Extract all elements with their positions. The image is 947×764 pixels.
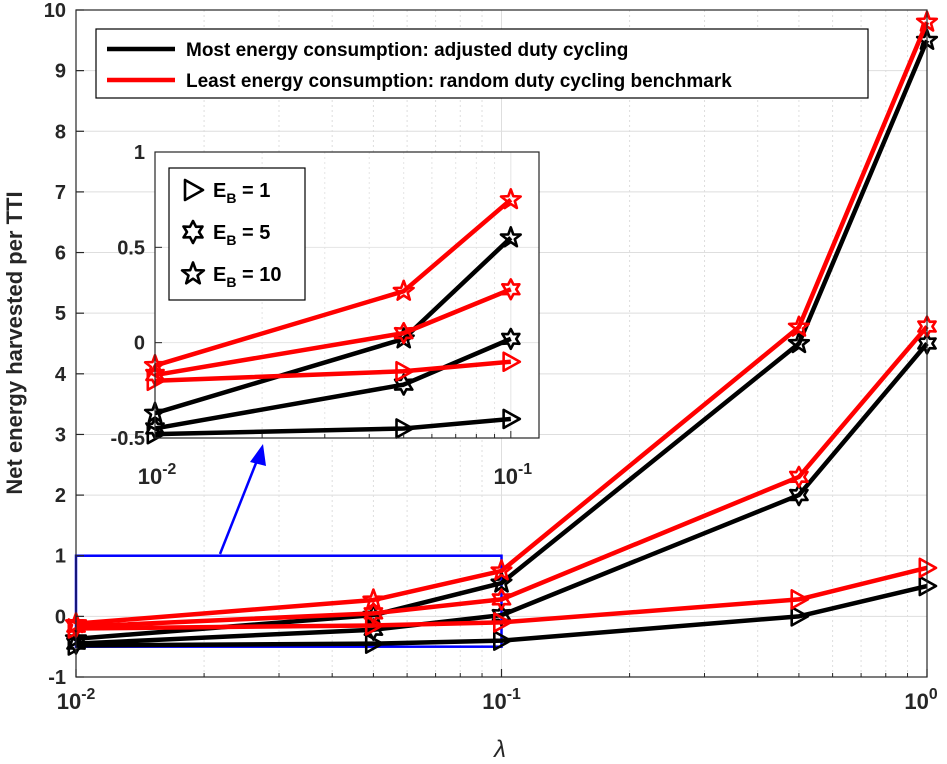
- data-point: [918, 557, 938, 579]
- marker-legend-box: [168, 167, 306, 301]
- series-line: [154, 287, 512, 378]
- data-point: [490, 559, 513, 581]
- data-point: [491, 603, 512, 627]
- series-line: [75, 565, 928, 631]
- data-point: [790, 589, 810, 610]
- data-point: [395, 418, 415, 439]
- y-tick-label: 9: [55, 61, 66, 83]
- y-tick-label: 5: [55, 303, 66, 325]
- data-point: [787, 315, 811, 337]
- data-point: [918, 575, 938, 597]
- legend-entry-least: Least energy consumption: random duty cy…: [186, 71, 732, 92]
- marker-legend-symbol: [180, 261, 206, 285]
- y-tick-label: 6: [55, 243, 66, 265]
- data-point: [393, 373, 414, 396]
- marker-legend-label: EB = 5: [213, 222, 270, 248]
- data-point: [500, 327, 521, 351]
- data-point: [491, 588, 512, 611]
- series-line: [75, 583, 928, 648]
- marker-legend-symbol: [183, 178, 205, 202]
- series-line: [75, 325, 929, 629]
- marker-legend: EB = 1 EB = 5 EB = 10: [168, 167, 306, 301]
- data-point: [788, 483, 809, 507]
- zoom-arrow: [218, 444, 266, 555]
- data-point: [492, 612, 512, 633]
- x-axis-label: λ: [492, 736, 506, 763]
- data-point: [500, 278, 521, 301]
- inset-y-tick-label: -0.5: [111, 428, 145, 450]
- data-point: [788, 465, 809, 489]
- legend: Most energy consumption: adjusted duty c…: [95, 28, 869, 99]
- y-tick-label: 8: [55, 121, 66, 143]
- y-tick-label: 4: [55, 364, 67, 386]
- series-line: [154, 336, 512, 431]
- data-point: [787, 331, 811, 354]
- data-point: [499, 188, 523, 210]
- series-line: [154, 359, 512, 384]
- marker-legend-label: EB = 10: [213, 264, 282, 290]
- data-point: [490, 571, 513, 593]
- data-point: [363, 602, 384, 625]
- inset-y-tick-label: 1: [134, 142, 145, 164]
- y-tick-label: 0: [55, 606, 66, 628]
- series-5: [64, 10, 939, 634]
- legend-box: [95, 28, 869, 99]
- data-point: [790, 606, 810, 627]
- y-tick-label: 7: [55, 182, 66, 204]
- series-line: [154, 197, 513, 368]
- legend-entry-most: Most energy consumption: adjusted duty c…: [186, 40, 628, 61]
- inset-frame: [154, 151, 540, 439]
- y-tick-label: 1: [55, 546, 66, 568]
- series-4: [145, 278, 521, 387]
- y-axis-label: Net energy harvested per TTI: [2, 191, 27, 494]
- data-point: [393, 321, 414, 345]
- data-point: [492, 630, 512, 651]
- data-point: [499, 226, 523, 248]
- y-tick-label: -1: [48, 667, 66, 689]
- marker-legend-label: EB = 1: [213, 180, 270, 206]
- series-line: [75, 21, 930, 626]
- series-line: [75, 39, 930, 642]
- data-point: [395, 360, 415, 382]
- series-line: [154, 236, 513, 416]
- data-point: [392, 279, 415, 301]
- y-tick-label: 3: [55, 424, 66, 446]
- data-point: [502, 351, 522, 373]
- inset-y-tick-label: 0.5: [117, 237, 145, 259]
- data-point: [362, 588, 385, 610]
- inset-y-tick-label: 0: [134, 333, 145, 355]
- marker-legend-symbol: [182, 219, 204, 245]
- series-5: [143, 188, 523, 376]
- series-line: [75, 342, 929, 646]
- y-tick-label: 10: [44, 0, 66, 22]
- series-line: [154, 416, 512, 437]
- y-tick-label: 2: [55, 485, 66, 507]
- data-point: [502, 408, 522, 430]
